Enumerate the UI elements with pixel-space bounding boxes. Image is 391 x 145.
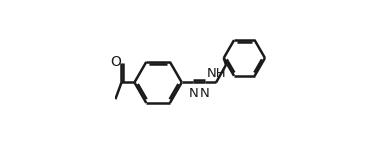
Text: N: N (200, 87, 210, 100)
Text: NH: NH (207, 67, 227, 80)
Text: O: O (110, 55, 121, 69)
Text: N: N (188, 87, 198, 100)
